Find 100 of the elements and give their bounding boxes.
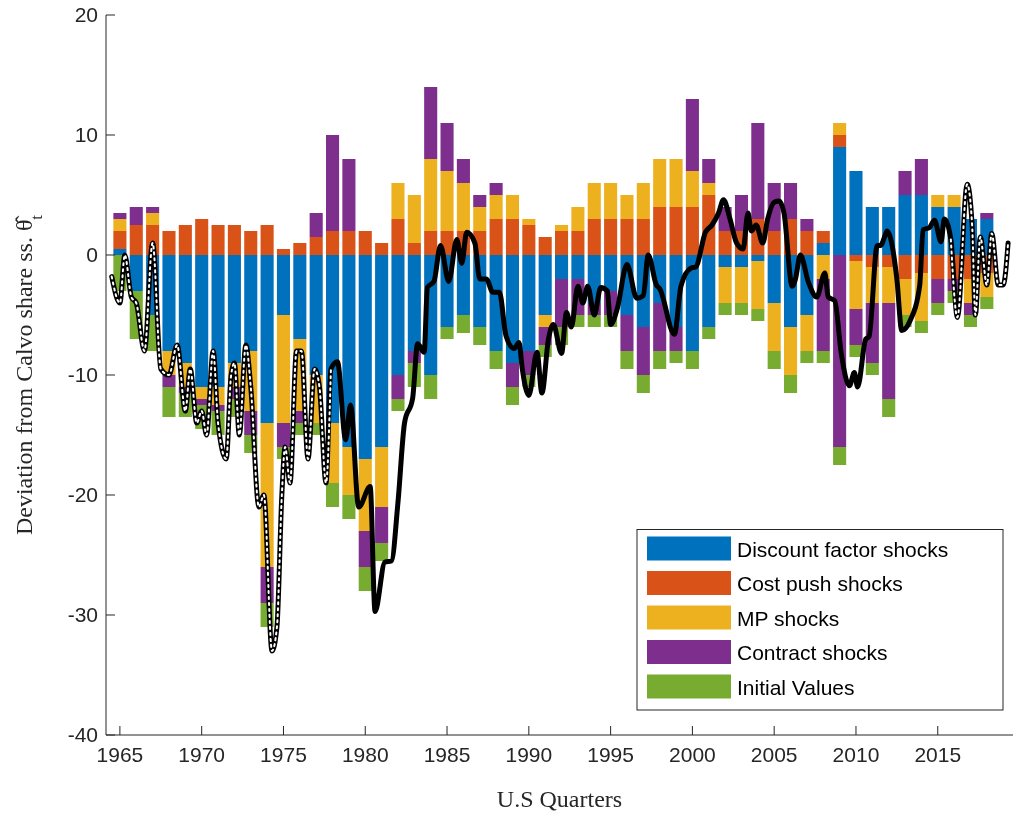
bar [162, 387, 176, 417]
bar [342, 159, 356, 231]
bar [391, 375, 405, 399]
bar [326, 135, 340, 231]
bar [685, 171, 699, 207]
y-tick-label: 10 [74, 123, 98, 147]
bar [620, 315, 634, 351]
bar [914, 159, 928, 195]
bar [424, 231, 438, 255]
bar [276, 315, 291, 423]
bar [751, 255, 765, 261]
bar [178, 225, 192, 255]
bar [751, 309, 765, 321]
bar [391, 219, 405, 255]
bar [816, 231, 830, 243]
bar [620, 219, 634, 255]
bar [440, 171, 454, 231]
bar [473, 207, 487, 231]
bar [538, 237, 552, 255]
x-tick-label: 1975 [260, 743, 307, 766]
bar [882, 399, 896, 417]
bar [931, 195, 945, 207]
bar [767, 231, 781, 255]
legend-label: MP shocks [737, 606, 840, 630]
bar [227, 225, 241, 255]
bar [980, 297, 994, 309]
bar [113, 219, 127, 231]
bar [849, 309, 863, 345]
bar [685, 99, 699, 171]
legend-label: Discount factor shocks [737, 537, 949, 561]
bar [505, 219, 520, 255]
bar [898, 195, 912, 255]
bar [800, 351, 814, 363]
bar [440, 123, 454, 171]
bar [276, 255, 291, 315]
bar [571, 231, 585, 255]
bar [555, 255, 569, 279]
bar [375, 507, 389, 543]
bar [113, 231, 127, 249]
bar [980, 213, 994, 219]
legend-label: Cost push shocks [737, 572, 903, 595]
bar [440, 327, 454, 339]
bar [407, 255, 421, 351]
bar [195, 255, 209, 387]
bar [276, 423, 291, 447]
bar [162, 255, 176, 351]
bar [489, 195, 503, 219]
bar [800, 219, 814, 231]
bar [375, 255, 389, 447]
bar [375, 543, 389, 561]
bar [129, 207, 143, 225]
bar [784, 327, 798, 375]
bar [489, 183, 503, 195]
bar [195, 219, 209, 255]
bar [816, 243, 830, 255]
bar [391, 255, 405, 375]
bar [293, 255, 307, 339]
bar [587, 183, 601, 219]
y-tick-label: -10 [67, 363, 98, 387]
bar [669, 159, 683, 207]
bar [407, 243, 421, 255]
bar [620, 195, 634, 219]
y-tick-label: -40 [67, 723, 98, 747]
bar [702, 255, 716, 327]
bar [538, 255, 552, 315]
bar [326, 231, 340, 255]
bar [571, 255, 585, 279]
bar [293, 243, 307, 255]
bar [865, 207, 879, 255]
bar [849, 171, 863, 255]
bar [718, 303, 732, 315]
bar [685, 207, 699, 255]
bar [636, 375, 650, 393]
bar [587, 219, 601, 255]
x-tick-label: 2010 [832, 743, 880, 766]
bar [162, 375, 176, 387]
bar [702, 183, 716, 195]
bar [227, 255, 241, 363]
bar [505, 387, 520, 405]
bar [358, 231, 372, 255]
bar [571, 207, 585, 231]
bar [800, 231, 814, 255]
bar [505, 255, 520, 363]
bar [244, 255, 258, 351]
bar [734, 303, 749, 315]
bar [113, 213, 127, 219]
bar [424, 375, 438, 399]
bar [146, 213, 160, 225]
x-tick-label: 1990 [505, 743, 553, 766]
x-tick-label: 2005 [750, 743, 798, 766]
legend-label: Contract shocks [737, 641, 888, 664]
bar [833, 123, 847, 135]
bar [653, 159, 667, 207]
bar [456, 159, 470, 183]
bar [833, 135, 847, 147]
bar [342, 495, 356, 519]
bar [342, 231, 356, 255]
bar [914, 321, 928, 333]
x-axis-title: U.S Quarters [496, 786, 623, 812]
bar [751, 123, 765, 219]
